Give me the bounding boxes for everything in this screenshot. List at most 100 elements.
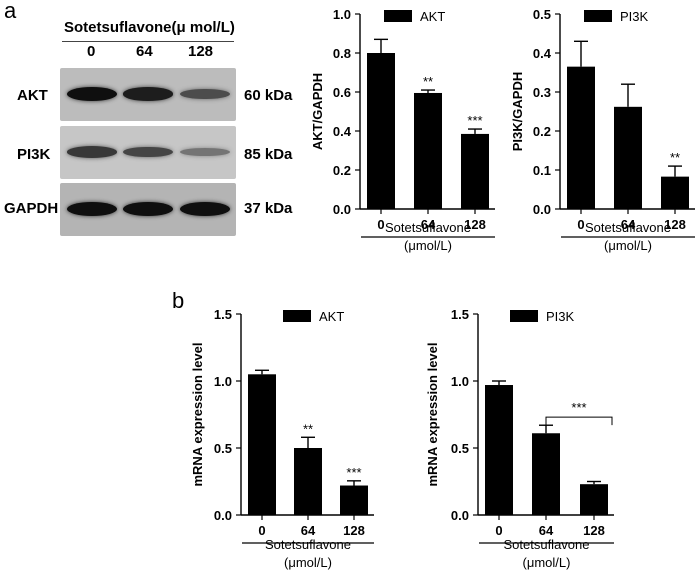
blot-band (67, 202, 117, 216)
y-tick-label: 0.0 (533, 202, 551, 217)
legend-label: PI3K (546, 309, 575, 324)
bar (580, 484, 608, 515)
significance-marker: *** (467, 113, 482, 128)
x-tick-label: 64 (301, 523, 316, 538)
y-tick-label: 1.0 (333, 7, 351, 22)
y-tick-label: 0.4 (533, 46, 552, 61)
x-axis-unit-label: (μmol/L) (604, 238, 652, 253)
y-tick-label: 0.2 (333, 163, 351, 178)
significance-marker: ** (423, 74, 433, 89)
blot-strip-akt (60, 68, 236, 121)
y-tick-label: 1.5 (214, 307, 232, 322)
wb-row-label: PI3K (17, 146, 51, 163)
y-tick-label: 0.5 (214, 441, 232, 456)
x-axis-label: Sotetsuflavone (385, 220, 471, 235)
wb-kda-label: 37 kDa (244, 200, 293, 217)
x-axis-label: Sotetsuflavone (503, 537, 589, 552)
legend-swatch (283, 310, 311, 322)
blot-band (123, 87, 173, 101)
y-tick-label: 0.0 (214, 508, 232, 523)
y-tick-label: 0.0 (451, 508, 469, 523)
wb-row-label: AKT (17, 87, 48, 104)
blot-strip-pi3k (60, 126, 236, 179)
legend-swatch (384, 10, 412, 22)
blot-band (180, 88, 230, 100)
bar (532, 433, 560, 515)
x-axis-label: Sotetsuflavone (585, 220, 671, 235)
y-tick-label: 1.0 (451, 374, 469, 389)
bar (461, 133, 489, 209)
y-tick-label: 0.4 (333, 124, 352, 139)
legend-label: AKT (420, 9, 445, 24)
y-tick-label: 0.6 (333, 85, 351, 100)
wb-lane-label: 64 (136, 43, 153, 60)
y-tick-label: 1.0 (214, 374, 232, 389)
blot-band (123, 202, 173, 216)
legend-swatch (510, 310, 538, 322)
x-axis-unit-label: (μmol/L) (404, 238, 452, 253)
blot-strip-gapdh (60, 183, 236, 236)
x-tick-label: 0 (377, 217, 384, 232)
y-tick-label: 0.0 (333, 202, 351, 217)
significance-marker: *** (346, 465, 361, 480)
panel-label-b: b (172, 288, 185, 313)
blot-band (67, 146, 117, 158)
y-axis-label: mRNA expression level (425, 342, 440, 486)
significance-marker: ** (670, 150, 680, 165)
wb-kda-label: 60 kDa (244, 87, 293, 104)
bar (614, 106, 642, 209)
legend-label: PI3K (620, 9, 649, 24)
x-tick-label: 0 (577, 217, 584, 232)
x-tick-label: 64 (621, 217, 636, 232)
x-tick-label: 128 (464, 217, 486, 232)
x-tick-label: 0 (258, 523, 265, 538)
significance-marker: *** (571, 400, 586, 415)
y-tick-label: 0.3 (533, 85, 551, 100)
bar (567, 66, 595, 210)
bar (294, 448, 322, 515)
y-axis-label: AKT/GAPDH (310, 73, 325, 150)
blot-band (123, 146, 173, 158)
y-tick-label: 1.5 (451, 307, 469, 322)
y-tick-label: 0.8 (333, 46, 351, 61)
blot-band (180, 202, 230, 216)
bar (367, 53, 395, 209)
x-tick-label: 128 (583, 523, 605, 538)
legend-label: AKT (319, 309, 344, 324)
x-axis-label: Sotetsuflavone (265, 537, 351, 552)
panel-label-a: a (4, 0, 17, 23)
bar (485, 385, 513, 515)
x-tick-label: 64 (539, 523, 554, 538)
blot-band (67, 87, 117, 101)
x-tick-label: 128 (664, 217, 686, 232)
x-tick-label: 128 (343, 523, 365, 538)
legend-swatch (584, 10, 612, 22)
blot-band (180, 148, 230, 156)
wb-header: Sotetsuflavone(μ mol/L) (64, 19, 235, 36)
y-tick-label: 0.2 (533, 124, 551, 139)
y-axis-label: PI3K/GAPDH (510, 72, 525, 151)
y-tick-label: 0.5 (451, 441, 469, 456)
bar (661, 176, 689, 209)
bar (340, 485, 368, 515)
wb-kda-label: 85 kDa (244, 146, 293, 163)
wb-header-underline (62, 41, 234, 42)
x-tick-label: 64 (421, 217, 436, 232)
y-tick-label: 0.5 (533, 7, 551, 22)
x-tick-label: 0 (495, 523, 502, 538)
wb-lane-label: 0 (87, 43, 96, 60)
bar (248, 374, 276, 515)
y-tick-label: 0.1 (533, 163, 551, 178)
significance-marker: ** (303, 421, 313, 436)
x-axis-unit-label: (μmol/L) (523, 555, 571, 570)
y-axis-label: mRNA expression level (190, 342, 205, 486)
bar (414, 92, 442, 209)
x-axis-unit-label: (μmol/L) (284, 555, 332, 570)
wb-row-label: GAPDH (4, 200, 59, 217)
significance-bracket (545, 416, 613, 426)
wb-lane-label: 128 (188, 43, 214, 60)
